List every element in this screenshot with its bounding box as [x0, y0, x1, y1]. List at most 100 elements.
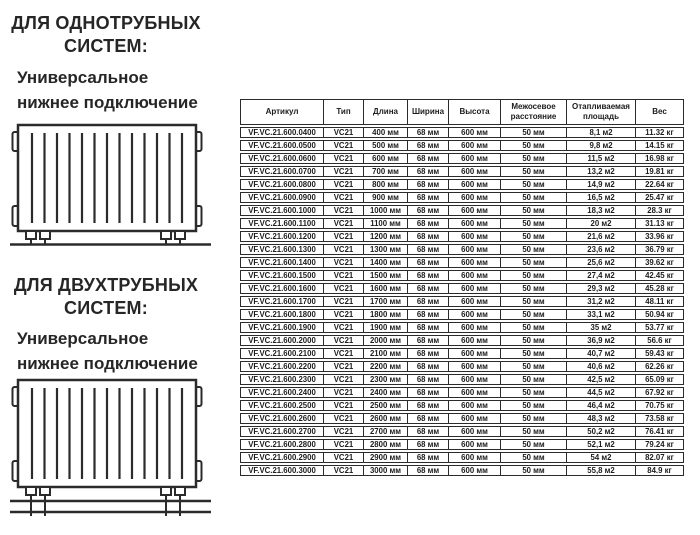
cell-width: 68 мм: [408, 465, 449, 476]
cell-heated-area: 48,3 м2: [567, 413, 636, 424]
cell-weight: 42.45 кг: [636, 270, 684, 281]
cell-heated-area: 29,3 м2: [567, 283, 636, 294]
table-row: VF.VC.21.600.1100 VC21 1100 мм 68 мм 600 мм 5…: [240, 218, 684, 229]
cell-weight: 22.64 кг: [636, 179, 684, 190]
cell-height: 600 мм: [449, 361, 501, 372]
cell-type: VC21: [324, 387, 364, 398]
cell-length: 700 мм: [364, 166, 408, 177]
cell-axial-distance: 50 мм: [501, 413, 567, 424]
cell-axial-distance: 50 мм: [501, 127, 567, 138]
cell-type: VC21: [324, 270, 364, 281]
cell-length: 900 мм: [364, 192, 408, 203]
cell-type: VC21: [324, 127, 364, 138]
cell-width: 68 мм: [408, 153, 449, 164]
cell-width: 68 мм: [408, 413, 449, 424]
cell-height: 600 мм: [449, 309, 501, 320]
cell-axial-distance: 50 мм: [501, 270, 567, 281]
cell-length: 1700 мм: [364, 296, 408, 307]
cell-article: VF.VC.21.600.1800: [240, 309, 324, 320]
cell-heated-area: 8,1 м2: [567, 127, 636, 138]
cell-width: 68 мм: [408, 127, 449, 138]
cell-heated-area: 13,2 м2: [567, 166, 636, 177]
cell-weight: 45.28 кг: [636, 283, 684, 294]
cell-height: 600 мм: [449, 296, 501, 307]
cell-weight: 56.6 кг: [636, 335, 684, 346]
table-row: VF.VC.21.600.2200 VC21 2200 мм 68 мм 600 мм 5…: [240, 361, 684, 372]
table-row: VF.VC.21.600.2500 VC21 2500 мм 68 мм 600 мм 5…: [240, 400, 684, 411]
cell-article: VF.VC.21.600.2200: [240, 361, 324, 372]
cell-width: 68 мм: [408, 257, 449, 268]
table-row: VF.VC.21.600.2800 VC21 2800 мм 68 мм 600 мм 5…: [240, 439, 684, 450]
cell-axial-distance: 50 мм: [501, 231, 567, 242]
cell-article: VF.VC.21.600.2800: [240, 439, 324, 450]
table-row: VF.VC.21.600.1500 VC21 1500 мм 68 мм 600 мм 5…: [240, 270, 684, 281]
cell-axial-distance: 50 мм: [501, 465, 567, 476]
cell-weight: 36.79 кг: [636, 244, 684, 255]
cell-weight: 67.92 кг: [636, 387, 684, 398]
cell-heated-area: 31,2 м2: [567, 296, 636, 307]
cell-article: VF.VC.21.600.2100: [240, 348, 324, 359]
cell-heated-area: 9,8 м2: [567, 140, 636, 151]
cell-article: VF.VC.21.600.1300: [240, 244, 324, 255]
cell-type: VC21: [324, 231, 364, 242]
single-pipe-subheading: Универсальное нижнее подключение: [17, 68, 198, 112]
col-header-length: Длина: [364, 99, 408, 125]
cell-heated-area: 23,6 м2: [567, 244, 636, 255]
cell-heated-area: 11,5 м2: [567, 153, 636, 164]
cell-height: 600 мм: [449, 335, 501, 346]
cell-heated-area: 46,4 м2: [567, 400, 636, 411]
cell-axial-distance: 50 мм: [501, 192, 567, 203]
cell-length: 1500 мм: [364, 270, 408, 281]
cell-length: 2100 мм: [364, 348, 408, 359]
cell-axial-distance: 50 мм: [501, 426, 567, 437]
cell-weight: 59.43 кг: [636, 348, 684, 359]
table-row: VF.VC.21.600.3000 VC21 3000 мм 68 мм 600 мм 5…: [240, 465, 684, 476]
two-pipe-subheading: Универсальное нижнее подключение: [17, 329, 198, 373]
col-header-article: Артикул: [240, 99, 324, 125]
cell-width: 68 мм: [408, 166, 449, 177]
cell-heated-area: 21,6 м2: [567, 231, 636, 242]
cell-type: VC21: [324, 309, 364, 320]
cell-length: 2600 мм: [364, 413, 408, 424]
cell-length: 1200 мм: [364, 231, 408, 242]
cell-axial-distance: 50 мм: [501, 361, 567, 372]
cell-width: 68 мм: [408, 452, 449, 463]
cell-type: VC21: [324, 335, 364, 346]
cell-article: VF.VC.21.600.2600: [240, 413, 324, 424]
cell-axial-distance: 50 мм: [501, 322, 567, 333]
cell-width: 68 мм: [408, 205, 449, 216]
single-pipe-radiator-icon: [10, 123, 211, 246]
two-pipe-radiator-icon: [10, 378, 211, 516]
cell-axial-distance: 50 мм: [501, 283, 567, 294]
cell-height: 600 мм: [449, 465, 501, 476]
single-pipe-heading: ДЛЯ ОДНОТРУБНЫХ СИСТЕМ:: [11, 13, 201, 56]
col-header-width: Ширина: [408, 99, 449, 125]
table-row: VF.VC.21.600.2700 VC21 2700 мм 68 мм 600 мм 5…: [240, 426, 684, 437]
cell-heated-area: 44,5 м2: [567, 387, 636, 398]
cell-article: VF.VC.21.600.3000: [240, 465, 324, 476]
cell-axial-distance: 50 мм: [501, 244, 567, 255]
cell-length: 1100 мм: [364, 218, 408, 229]
col-header-weight: Вес: [636, 99, 684, 125]
cell-length: 1800 мм: [364, 309, 408, 320]
cell-width: 68 мм: [408, 309, 449, 320]
cell-width: 68 мм: [408, 270, 449, 281]
cell-type: VC21: [324, 166, 364, 177]
cell-length: 2400 мм: [364, 387, 408, 398]
cell-article: VF.VC.21.600.1100: [240, 218, 324, 229]
cell-heated-area: 52,1 м2: [567, 439, 636, 450]
cell-weight: 25.47 кг: [636, 192, 684, 203]
radiator-fins: [30, 133, 184, 223]
cell-width: 68 мм: [408, 231, 449, 242]
cell-type: VC21: [324, 244, 364, 255]
cell-height: 600 мм: [449, 179, 501, 190]
cell-weight: 28.3 кг: [636, 205, 684, 216]
cell-length: 2800 мм: [364, 439, 408, 450]
table-row: VF.VC.21.600.0700 VC21 700 мм 68 мм 600 мм 50…: [240, 166, 684, 177]
cell-length: 1600 мм: [364, 283, 408, 294]
table-row: VF.VC.21.600.0600 VC21 600 мм 68 мм 600 мм 50…: [240, 153, 684, 164]
cell-length: 3000 мм: [364, 465, 408, 476]
radiator-feet: [25, 230, 186, 245]
cell-weight: 48.11 кг: [636, 296, 684, 307]
cell-axial-distance: 50 мм: [501, 439, 567, 450]
